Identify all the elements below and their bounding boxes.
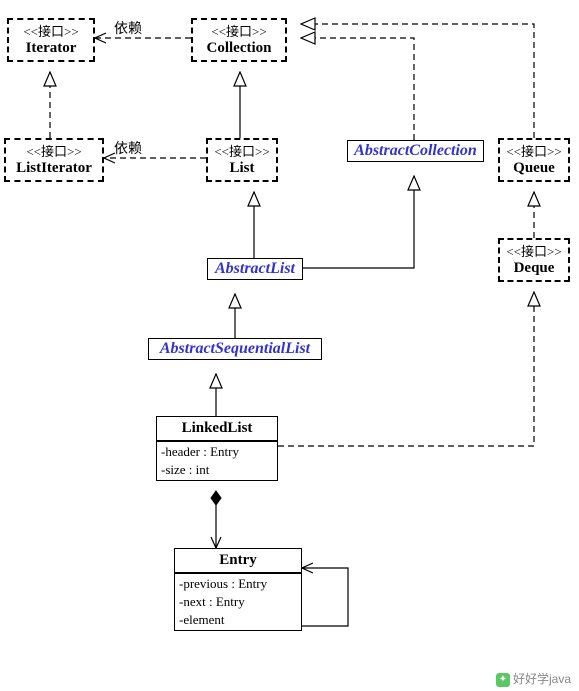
credit-footer: ✦好好学java: [496, 670, 571, 687]
stereotype: <<接口>>: [9, 20, 93, 40]
node-abstractcollection: AbstractCollection: [347, 140, 484, 162]
attr: -next : Entry: [175, 594, 301, 612]
stereotype: <<接口>>: [500, 140, 568, 160]
attr: -previous : Entry: [175, 573, 301, 594]
attr: -size : int: [157, 462, 277, 480]
class-name: AbstractSequentialList: [160, 340, 310, 357]
node-queue: <<接口>> Queue: [498, 138, 570, 182]
node-deque: <<接口>> Deque: [498, 238, 570, 282]
class-name: List: [208, 160, 276, 180]
node-abstractsequentiallist: AbstractSequentialList: [148, 338, 322, 360]
wechat-icon: ✦: [496, 673, 510, 687]
stereotype: <<接口>>: [500, 240, 568, 260]
stereotype: <<接口>>: [6, 140, 102, 160]
node-abstractlist: AbstractList: [207, 258, 303, 280]
attr: -header : Entry: [157, 441, 277, 462]
node-linkedlist: LinkedList -header : Entry -size : int: [156, 416, 278, 481]
node-collection: <<接口>> Collection: [191, 18, 287, 62]
attr: -element: [175, 612, 301, 630]
class-name: Entry: [175, 549, 301, 573]
class-name: Deque: [500, 260, 568, 280]
node-listiterator: <<接口>> ListIterator: [4, 138, 104, 182]
class-name: Collection: [193, 40, 285, 60]
node-list: <<接口>> List: [206, 138, 278, 182]
class-name: AbstractList: [215, 260, 295, 277]
class-name: Queue: [500, 160, 568, 180]
edge-label-dep2: 依赖: [114, 138, 142, 158]
edge-label-dep1: 依赖: [114, 18, 142, 38]
class-name: ListIterator: [6, 160, 102, 180]
class-name: AbstractCollection: [354, 142, 477, 159]
credit-text: 好好学java: [513, 672, 571, 686]
class-name: LinkedList: [157, 417, 277, 441]
stereotype: <<接口>>: [208, 140, 276, 160]
stereotype: <<接口>>: [193, 20, 285, 40]
class-name: Iterator: [9, 40, 93, 60]
node-iterator: <<接口>> Iterator: [7, 18, 95, 62]
node-entry: Entry -previous : Entry -next : Entry -e…: [174, 548, 302, 631]
